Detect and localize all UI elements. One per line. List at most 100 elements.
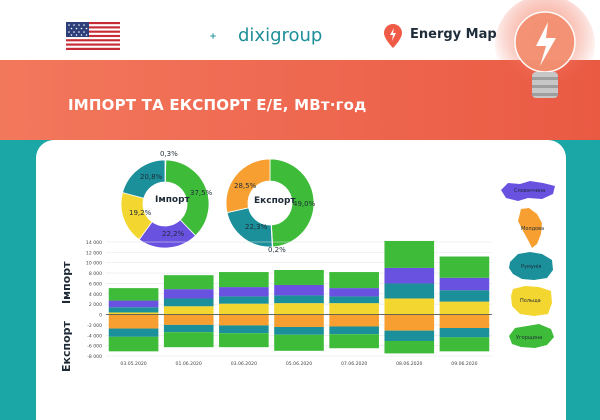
- title-banner: [0, 60, 600, 142]
- export-slice-label: 22,3%: [245, 223, 268, 231]
- y-tick-label: 10 000: [86, 261, 102, 267]
- bar-segment: [384, 330, 435, 341]
- x-tick-label: 05.06.2020: [286, 361, 312, 367]
- slovakia-map-icon: [501, 181, 555, 201]
- bar-segment: [274, 269, 324, 286]
- bar-segment: [108, 288, 159, 301]
- bar-segment: [219, 303, 269, 315]
- y-tick-label: 6 000: [89, 281, 102, 287]
- bar-segment: [384, 340, 435, 354]
- y-tick-label: 0: [99, 313, 102, 319]
- bar-segment: [439, 256, 490, 278]
- bar-segment: [329, 303, 379, 315]
- bar-segment: [163, 324, 214, 333]
- bar-segment: [329, 288, 379, 297]
- bar-segment: [274, 295, 324, 304]
- moldova-map-icon: [518, 208, 542, 248]
- y-tick-label: -2 000: [87, 323, 102, 329]
- bar-segment: [108, 300, 159, 308]
- dixigroup-logo-icon: [210, 33, 216, 39]
- bar-segment: [329, 334, 379, 349]
- bar-segment: [384, 283, 435, 299]
- bar-segment: [439, 328, 490, 338]
- donut-slice-0: [269, 158, 315, 248]
- y-tick-label: 12 000: [86, 250, 102, 256]
- bar-segment: [219, 296, 269, 304]
- bar-segment: [108, 307, 159, 313]
- import-slice-label: 37,5%: [190, 189, 213, 197]
- x-tick-label: 07.06.2020: [341, 361, 367, 367]
- bar-segment: [439, 301, 490, 315]
- map-label-slovakia: Словаччина: [514, 188, 546, 194]
- export-axis-title: Експорт: [60, 321, 73, 372]
- bar-segment: [439, 337, 490, 352]
- import-donut-center-label: Імпорт: [155, 195, 190, 205]
- export-slice-label: 49,0%: [293, 200, 316, 208]
- bar-segment: [274, 314, 324, 327]
- import-export-bar-chart: -8 000 -6 000 -4 000 -2 000 0 2 000 4 000 6 000…: [86, 240, 492, 367]
- bar-segment: [439, 277, 490, 291]
- x-tick-label: 03.06.2020: [231, 361, 257, 367]
- bar-segment: [108, 314, 159, 329]
- bar-segment: [163, 306, 214, 315]
- x-tick-label: 08.06.2020: [396, 361, 422, 367]
- x-tick-label: 03.05.2020: [120, 361, 146, 367]
- bar-segment: [219, 314, 269, 326]
- donut-slice-1: [165, 160, 210, 237]
- bar-segment: [219, 272, 269, 288]
- bar-segment: [384, 240, 435, 268]
- bar-segment: [439, 314, 490, 329]
- map-pin-icon: [384, 24, 402, 48]
- bar-segment: [108, 336, 159, 352]
- export-slice-label: 0,2%: [268, 246, 286, 254]
- bar-segment: [163, 289, 214, 299]
- bar-segment: [108, 312, 159, 315]
- y-tick-label: -8 000: [87, 354, 102, 360]
- x-tick-label: 01.06.2020: [176, 361, 202, 367]
- import-slice-label: 19,2%: [129, 209, 152, 217]
- y-tick-label: -4 000: [87, 333, 102, 339]
- y-tick-label: 2 000: [89, 302, 102, 308]
- bar-segment: [384, 314, 435, 331]
- y-tick-label: 14 000: [86, 240, 102, 246]
- y-tick-label: 4 000: [89, 292, 102, 298]
- bar-segment: [163, 332, 214, 348]
- map-label-hungary: Угорщина: [516, 335, 543, 341]
- brand-name: dixigroup: [238, 25, 323, 46]
- energy-map-label: Energy Map: [410, 27, 497, 42]
- import-donut-chart: [120, 160, 210, 248]
- bar-segment: [384, 298, 435, 315]
- bar-segment: [274, 326, 324, 335]
- x-tick-label: 09.06.2020: [451, 361, 477, 367]
- bar-segment: [163, 275, 214, 290]
- us-flag-icon: [66, 22, 120, 50]
- bar-segment: [274, 334, 324, 351]
- y-tick-label: 8 000: [89, 271, 102, 277]
- map-label-poland: Польща: [520, 298, 541, 304]
- bar-segment: [219, 333, 269, 348]
- export-slice-label: 28,5%: [234, 182, 257, 190]
- import-axis-title: Імпорт: [60, 261, 73, 305]
- map-label-moldova: Молдова: [521, 226, 545, 232]
- import-slice-label: 22,2%: [162, 230, 185, 238]
- import-slice-label: 20,8%: [140, 173, 163, 181]
- bar-segment: [439, 290, 490, 302]
- donut-slice-4: [122, 160, 166, 199]
- bar-segment: [329, 314, 379, 327]
- bar-segment: [219, 325, 269, 334]
- bar-segment: [329, 272, 379, 289]
- bar-segment: [219, 287, 269, 297]
- export-donut-chart: [225, 158, 315, 248]
- light-bulb-icon: [495, 0, 595, 98]
- bar-segment: [163, 314, 214, 325]
- poland-map-icon: [511, 286, 552, 316]
- romania-map-icon: [509, 252, 553, 280]
- bar-segment: [274, 303, 324, 315]
- export-donut-center-label: Експорт: [254, 196, 296, 206]
- y-tick-label: -6 000: [87, 344, 102, 350]
- bar-segment: [108, 328, 159, 337]
- bar-segment: [384, 267, 435, 284]
- map-label-romania: Румунія: [521, 264, 542, 270]
- bar-segment: [329, 326, 379, 335]
- hungary-map-icon: [509, 324, 554, 348]
